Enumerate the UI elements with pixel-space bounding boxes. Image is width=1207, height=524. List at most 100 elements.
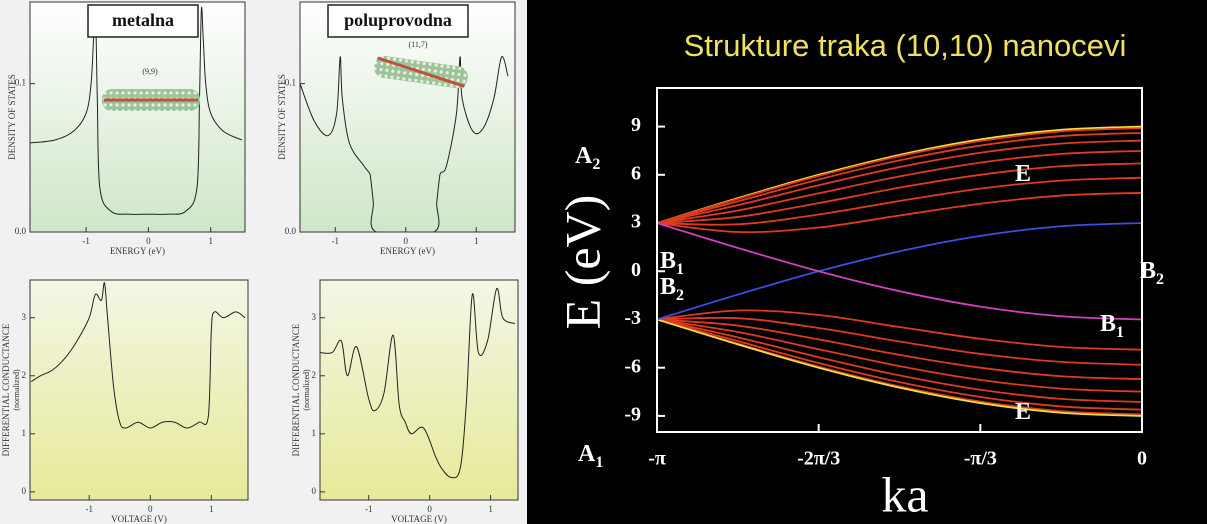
- y-tick-label: 0: [22, 486, 27, 496]
- y-axis-sublabel: (normalized): [302, 369, 311, 411]
- x-axis-label: ENERGY (eV): [110, 246, 165, 256]
- band-label-text: E: [1015, 399, 1031, 425]
- y-tick-label: 3: [631, 211, 641, 233]
- chart: -1 0 1 0 1 2 3 VOLTAGE (V) DIFFERENTIAL CONDUCTA…: [291, 279, 519, 524]
- plot-area: [30, 2, 245, 232]
- chirality-label: (11,7): [408, 40, 427, 49]
- y-tick-label: 6: [631, 162, 641, 184]
- y-axis-sublabel: (normalized): [12, 369, 21, 411]
- x-tick-label: -1: [365, 504, 373, 514]
- x-tick-label: 1: [209, 504, 214, 514]
- x-tick-label: -1: [85, 504, 93, 514]
- y-tick-label: 1: [312, 428, 317, 438]
- y-tick-label: -3: [624, 307, 641, 329]
- series-line: [657, 139, 1142, 224]
- band-label-text: B: [1100, 311, 1116, 337]
- band-label: B2: [1140, 258, 1164, 288]
- y-tick-label: -6: [624, 355, 641, 377]
- series-line: [657, 309, 1142, 351]
- panel-title: poluprovodna: [344, 10, 452, 30]
- chart: -π -2π/3 -π/3 0 -9 -6 -3 0 3 6 9 Strukture traka (1…: [554, 28, 1164, 522]
- x-tick-label: 1: [488, 504, 493, 514]
- x-tick-label: -2π/3: [797, 448, 840, 470]
- plot-frame: [656, 87, 1143, 433]
- band-label: E: [1015, 161, 1031, 187]
- chart: -1 0 1 0.0 0.1 poluprovodna (11,7) ENERGY (eV) D…: [277, 1, 516, 256]
- series-line: [320, 288, 516, 479]
- right-background: [527, 0, 1207, 524]
- x-tick-label: 0: [146, 236, 151, 246]
- chart-title: Strukture traka (10,10) nanocevi: [684, 28, 1127, 63]
- x-tick-label: 1: [208, 236, 213, 246]
- y-axis-label: DENSITY OF STATES: [277, 74, 287, 159]
- y-tick-label: 2: [312, 370, 317, 380]
- band-label-subscript: 2: [676, 287, 684, 304]
- series-line: [657, 176, 1142, 226]
- series-line: [657, 131, 1142, 224]
- plot-frame: [299, 1, 516, 233]
- nanotube-stripe: [377, 56, 465, 88]
- band-label-text: A: [575, 143, 593, 169]
- series-line: [657, 316, 1142, 366]
- y-tick-label: 0.1: [15, 78, 26, 88]
- plot-area: [320, 280, 518, 500]
- plot-frame: [319, 279, 519, 501]
- y-tick-label: 2: [22, 370, 27, 380]
- series-line: [657, 127, 1142, 224]
- band-label-subscript: 2: [592, 156, 600, 173]
- band-label-subscript: 1: [595, 454, 603, 471]
- series-line: [657, 222, 1142, 321]
- series-line: [657, 318, 1142, 411]
- plot-area: [30, 280, 248, 500]
- y-tick-label: 1: [22, 428, 27, 438]
- chirality-label: (9,9): [142, 67, 158, 76]
- x-tick-label: -1: [331, 236, 339, 246]
- series-line: [657, 191, 1142, 234]
- panel-title: metalna: [112, 10, 174, 30]
- series-line: [657, 149, 1142, 224]
- band-label: E: [1015, 399, 1031, 425]
- y-tick-label: -9: [624, 404, 641, 426]
- chart: -1 0 1 0 1 2 3 VOLTAGE (V) DIFFERENTIAL CONDUCTA…: [1, 279, 249, 524]
- band-label-text: B: [660, 274, 676, 300]
- y-tick-label: 3: [312, 312, 317, 322]
- series-line: [657, 318, 1142, 403]
- y-tick-label: 3: [22, 312, 27, 322]
- band-label-subscript: 1: [676, 261, 684, 278]
- series-line: [657, 318, 1142, 417]
- x-tick-label: 0: [403, 236, 408, 246]
- x-tick-label: 1: [474, 236, 479, 246]
- y-axis-label: DIFFERENTIAL CONDUCTANCE: [1, 323, 11, 456]
- band-label-text: B: [660, 248, 676, 274]
- y-tick-label: 9: [631, 114, 641, 136]
- series-line: [30, 6, 243, 215]
- x-axis-label: ENERGY (eV): [380, 246, 435, 256]
- band-label: B2: [660, 274, 684, 304]
- band-label-text: B: [1140, 258, 1156, 284]
- x-tick-label: -π/3: [964, 448, 997, 470]
- nanotube-chiral: [374, 55, 468, 89]
- band-label: A2: [575, 143, 600, 173]
- plot-frame: [29, 1, 246, 233]
- title-box: [87, 4, 199, 38]
- y-axis-label: DENSITY OF STATES: [7, 74, 17, 159]
- title-box: [327, 4, 469, 38]
- series-line: [657, 318, 1142, 393]
- band-label: A1: [578, 441, 603, 471]
- band-label-subscript: 2: [1156, 271, 1164, 288]
- band-label-text: E: [1015, 161, 1031, 187]
- y-tick-label: 0.1: [285, 78, 296, 88]
- y-tick-label: 0.0: [15, 226, 27, 236]
- y-tick-label: 0: [312, 486, 317, 496]
- band-label-subscript: 1: [1116, 324, 1124, 341]
- x-tick-label: -π: [648, 448, 666, 470]
- band-label: B1: [660, 248, 684, 278]
- x-axis-label: ka: [881, 466, 928, 522]
- y-axis-label: E (eV): [554, 195, 610, 330]
- series-line: [30, 282, 246, 429]
- band-label-text: A: [578, 441, 596, 467]
- y-tick-label: 0: [631, 259, 641, 281]
- x-tick-label: -1: [82, 236, 90, 246]
- nanotube-images: [102, 55, 468, 111]
